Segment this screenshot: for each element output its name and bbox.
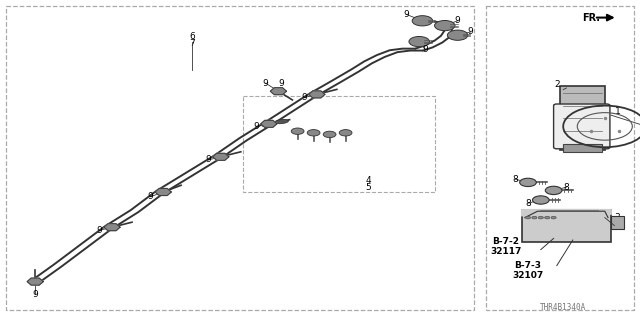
Text: 8: 8 <box>564 183 569 192</box>
Polygon shape <box>522 210 611 216</box>
Ellipse shape <box>262 123 276 127</box>
Text: 6: 6 <box>189 32 195 41</box>
Circle shape <box>435 20 455 31</box>
Text: 8: 8 <box>525 199 531 208</box>
Text: 9: 9 <box>263 79 268 88</box>
Text: 9: 9 <box>279 79 284 88</box>
Circle shape <box>551 216 556 219</box>
Text: 9: 9 <box>148 192 153 201</box>
Circle shape <box>525 216 531 219</box>
Circle shape <box>545 186 562 195</box>
Circle shape <box>520 178 536 187</box>
Text: 9: 9 <box>468 28 473 36</box>
Circle shape <box>538 216 543 219</box>
Text: 9: 9 <box>423 45 428 54</box>
Circle shape <box>291 128 304 134</box>
Bar <box>522 210 611 242</box>
Text: 2: 2 <box>554 80 559 89</box>
Polygon shape <box>27 278 44 285</box>
Text: 9: 9 <box>455 16 460 25</box>
Bar <box>560 86 605 150</box>
Text: 9: 9 <box>97 226 102 235</box>
Text: 7: 7 <box>189 39 195 48</box>
Circle shape <box>532 196 549 204</box>
Circle shape <box>323 131 336 138</box>
Circle shape <box>409 36 429 47</box>
Polygon shape <box>212 153 229 160</box>
Circle shape <box>545 216 550 219</box>
Circle shape <box>532 216 537 219</box>
Text: FR.: FR. <box>582 12 600 23</box>
Text: 9: 9 <box>205 156 211 164</box>
Bar <box>611 216 624 229</box>
Polygon shape <box>104 224 120 231</box>
Circle shape <box>412 16 433 26</box>
Polygon shape <box>270 88 287 95</box>
Ellipse shape <box>275 120 289 124</box>
Polygon shape <box>155 188 172 196</box>
FancyBboxPatch shape <box>554 104 610 149</box>
Text: 5: 5 <box>365 183 371 192</box>
Circle shape <box>447 30 468 40</box>
Text: B-7-3
32107: B-7-3 32107 <box>513 261 543 280</box>
Text: 8: 8 <box>513 175 518 184</box>
Text: THR4B1340A: THR4B1340A <box>540 303 586 312</box>
Polygon shape <box>308 91 325 98</box>
Polygon shape <box>260 120 277 127</box>
Text: 9: 9 <box>253 122 259 131</box>
Text: 3: 3 <box>615 213 620 222</box>
Text: 1: 1 <box>615 108 620 116</box>
Text: 9: 9 <box>301 93 307 102</box>
Bar <box>563 144 602 152</box>
Circle shape <box>339 130 352 136</box>
Text: 9: 9 <box>404 10 409 19</box>
Text: B-7-2
32117: B-7-2 32117 <box>490 237 522 256</box>
Text: 4: 4 <box>365 176 371 185</box>
Circle shape <box>307 130 320 136</box>
Text: 9: 9 <box>33 290 38 299</box>
